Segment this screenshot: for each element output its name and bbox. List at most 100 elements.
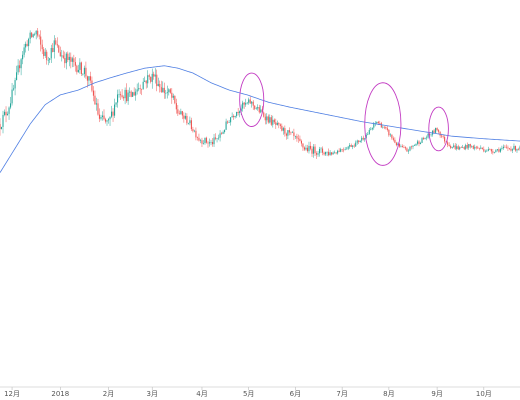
candle-body [433,130,435,133]
candle [172,93,174,100]
candle [16,65,18,81]
candle-body [133,92,135,96]
candle-body [201,140,203,144]
candle-body [168,89,170,93]
candle-body [281,125,283,131]
candle-body [0,124,1,130]
candle-body [177,109,179,114]
candle-body [439,131,441,136]
candle-body [329,152,331,156]
candle [410,145,413,150]
candle-body [448,144,450,147]
candle-body [413,145,416,147]
candle [101,111,104,121]
candle-body [44,51,46,56]
candle [513,143,515,151]
candle-body [343,149,345,151]
candle-body [293,132,295,137]
candle-body [346,148,348,150]
candle-body [107,119,110,121]
candle [20,57,22,76]
candle-body [376,121,378,124]
candle [79,58,81,74]
candle [148,73,150,80]
candle-body [499,149,501,152]
candle [115,102,117,108]
candle [323,151,325,156]
candle [370,127,372,131]
candle [318,146,321,157]
candle [17,59,19,75]
candle-body [337,150,339,154]
candle [204,137,206,145]
candle-body [100,117,102,119]
candle [447,140,449,148]
candle-body [64,57,66,64]
candle-body [368,129,370,135]
candle [309,141,312,151]
x-tick-label: 2018 [51,390,69,398]
candle-body [181,111,183,116]
candle [178,110,180,115]
candle-body [341,149,343,150]
candle-body [56,44,58,46]
candle [97,98,99,116]
candle [287,130,289,140]
candle-body [465,145,467,150]
candle-body [50,48,52,59]
candle-body [55,40,57,45]
candle [246,101,248,105]
candle-body [296,136,298,139]
candle [278,122,280,129]
candle-body [412,145,414,147]
candle-body [0,126,3,130]
candle-body [242,102,244,109]
candle-body [129,91,131,93]
candle [349,143,351,149]
candle [456,143,458,151]
candle-body [159,83,161,88]
candle [282,126,284,135]
candle [424,137,426,140]
candle [421,137,423,144]
candle [466,142,468,150]
candle-body [371,127,373,130]
candle [141,88,143,96]
candle [5,106,7,123]
candle [269,114,271,124]
candle-body [359,140,361,143]
candle [242,100,244,112]
candle [55,37,57,46]
candle [107,117,110,124]
candle [367,132,369,136]
candle-body [32,34,34,38]
candle [186,113,188,126]
candle [40,30,42,52]
candle [290,131,292,136]
candle [502,144,504,150]
candle-body [8,107,10,114]
candle-body [350,144,352,147]
candle [183,112,185,123]
candle-body [457,146,459,150]
candle-body [508,148,510,149]
candle-body [419,142,422,144]
candle [355,140,357,147]
candle [496,149,498,152]
candle-body [123,97,125,99]
candle-body [388,129,390,136]
candle [59,46,61,57]
candle-body [124,89,126,99]
candle [340,147,342,153]
candle-body [422,138,425,140]
candle-body [178,113,180,115]
candle [207,140,209,148]
candle [404,146,406,151]
candle [196,136,198,141]
candle-body [61,55,63,57]
candle [243,101,245,109]
candle-body [246,102,248,104]
candle [34,32,36,36]
candle [147,70,149,88]
